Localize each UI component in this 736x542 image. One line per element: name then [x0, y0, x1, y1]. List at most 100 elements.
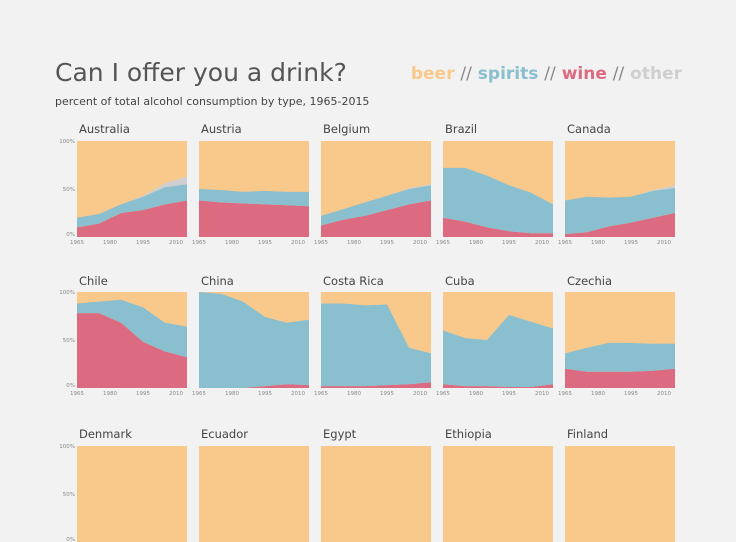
- x-tick-label: 1980: [103, 240, 117, 246]
- y-tick-label: 100%: [59, 139, 75, 145]
- country-label: Egypt: [323, 427, 357, 441]
- area-spirits: [565, 342, 675, 372]
- legend-wine: wine: [561, 64, 607, 84]
- panel-ecuador: [199, 446, 309, 542]
- x-tick-label: 1995: [624, 240, 638, 246]
- country-label: Ethiopia: [445, 427, 492, 441]
- area-spirits: [199, 189, 309, 207]
- area-wine: [199, 384, 309, 388]
- panel-belgium: 1965 1980 1995 2010: [314, 141, 431, 246]
- area-beer: [321, 446, 431, 542]
- country-label: Austria: [201, 122, 242, 136]
- x-tick-label: 1980: [225, 240, 239, 246]
- country-label: Australia: [79, 122, 130, 136]
- x-tick-label: 1995: [502, 240, 516, 246]
- x-tick-label: 1980: [591, 391, 605, 397]
- legend-other: other: [630, 64, 682, 84]
- x-tick-label: 1965: [558, 391, 572, 397]
- x-tick-label: 1965: [314, 391, 328, 397]
- country-label: Denmark: [79, 427, 132, 441]
- x-tick-label: 2010: [657, 391, 671, 397]
- panel-costa-rica: 1965 1980 1995 2010: [314, 292, 431, 397]
- panel-china: 1965 1980 1995 2010: [192, 292, 309, 397]
- panel-chile: 100% 50% 0% 1965 1980 1995 2010: [59, 290, 187, 397]
- area-spirits: [77, 299, 187, 358]
- x-tick-label: 1965: [436, 240, 450, 246]
- legend-beer: beer: [410, 64, 455, 84]
- area-spirits: [77, 184, 187, 228]
- x-tick-label: 1995: [258, 240, 272, 246]
- x-tick-label: 1995: [136, 240, 150, 246]
- area-wine: [199, 200, 309, 237]
- y-tick-label: 100%: [59, 444, 75, 450]
- area-beer: [565, 446, 675, 542]
- panel-cuba: 1965 1980 1995 2010: [436, 292, 553, 397]
- x-tick-label: 2010: [169, 240, 183, 246]
- y-tick-label: 0%: [66, 383, 75, 389]
- x-tick-label: 1995: [380, 240, 394, 246]
- x-tick-label: 2010: [657, 240, 671, 246]
- panel-canada: 1965 1980 1995 2010: [558, 141, 675, 246]
- x-tick-label: 2010: [413, 240, 427, 246]
- x-tick-label: 2010: [291, 391, 305, 397]
- x-tick-label: 1980: [591, 240, 605, 246]
- x-tick-label: 2010: [535, 391, 549, 397]
- panel-ethiopia: [443, 446, 553, 542]
- area-spirits: [321, 303, 431, 387]
- area-other: [77, 176, 187, 218]
- x-tick-label: 1965: [192, 240, 206, 246]
- panel-australia: 100% 50% 0% 1965 1980 1995 2010: [59, 139, 187, 246]
- x-tick-label: 1995: [258, 391, 272, 397]
- chart-title: Can I offer you a drink?: [55, 58, 347, 87]
- country-label: China: [201, 274, 234, 288]
- legend: beer // spirits // wine // other: [411, 64, 682, 84]
- y-tick-label: 0%: [66, 232, 75, 238]
- y-tick-label: 0%: [66, 537, 75, 542]
- x-tick-label: 1995: [380, 391, 394, 397]
- area-spirits: [443, 315, 553, 387]
- x-tick-label: 1980: [347, 240, 361, 246]
- area-beer: [199, 446, 309, 542]
- country-label: Finland: [567, 427, 609, 441]
- area-wine: [443, 384, 553, 388]
- y-tick-label: 50%: [63, 492, 75, 498]
- area-beer: [77, 446, 187, 542]
- area-wine: [321, 382, 431, 388]
- legend-separator: //: [612, 64, 625, 84]
- country-label: Canada: [567, 122, 611, 136]
- area-spirits: [321, 185, 431, 226]
- x-tick-label: 1995: [136, 391, 150, 397]
- legend-separator: //: [544, 64, 556, 84]
- x-tick-label: 1965: [70, 240, 84, 246]
- country-label: Ecuador: [201, 427, 248, 441]
- country-label: Costa Rica: [323, 274, 384, 288]
- panel-denmark: 100% 50% 0%: [59, 444, 187, 542]
- panel-brazil: 1965 1980 1995 2010: [436, 141, 553, 246]
- chart-subtitle: percent of total alcohol consumption by …: [55, 95, 370, 108]
- x-tick-label: 1980: [225, 391, 239, 397]
- panel-finland: [565, 446, 675, 542]
- country-label: Brazil: [445, 122, 478, 136]
- area-wine: [565, 213, 675, 237]
- area-wine: [321, 200, 431, 237]
- area-beer: [443, 446, 553, 542]
- area-spirits: [199, 292, 309, 388]
- y-tick-label: 100%: [59, 290, 75, 296]
- x-tick-label: 1965: [70, 391, 84, 397]
- x-tick-label: 1980: [103, 391, 117, 397]
- x-tick-label: 2010: [535, 240, 549, 246]
- legend-spirits: spirits: [477, 64, 539, 84]
- x-tick-label: 2010: [291, 240, 305, 246]
- y-tick-label: 50%: [63, 338, 75, 344]
- panel-austria: 1965 1980 1995 2010: [192, 141, 309, 246]
- area-wine: [77, 200, 187, 237]
- country-label: Chile: [79, 274, 108, 288]
- x-tick-label: 1965: [558, 240, 572, 246]
- panel-czechia: 1965 1980 1995 2010: [558, 292, 675, 397]
- x-tick-label: 1995: [624, 391, 638, 397]
- x-tick-label: 1980: [347, 391, 361, 397]
- legend-separator: //: [460, 64, 472, 84]
- area-spirits: [565, 188, 675, 235]
- area-wine: [565, 368, 675, 388]
- x-tick-label: 1965: [436, 391, 450, 397]
